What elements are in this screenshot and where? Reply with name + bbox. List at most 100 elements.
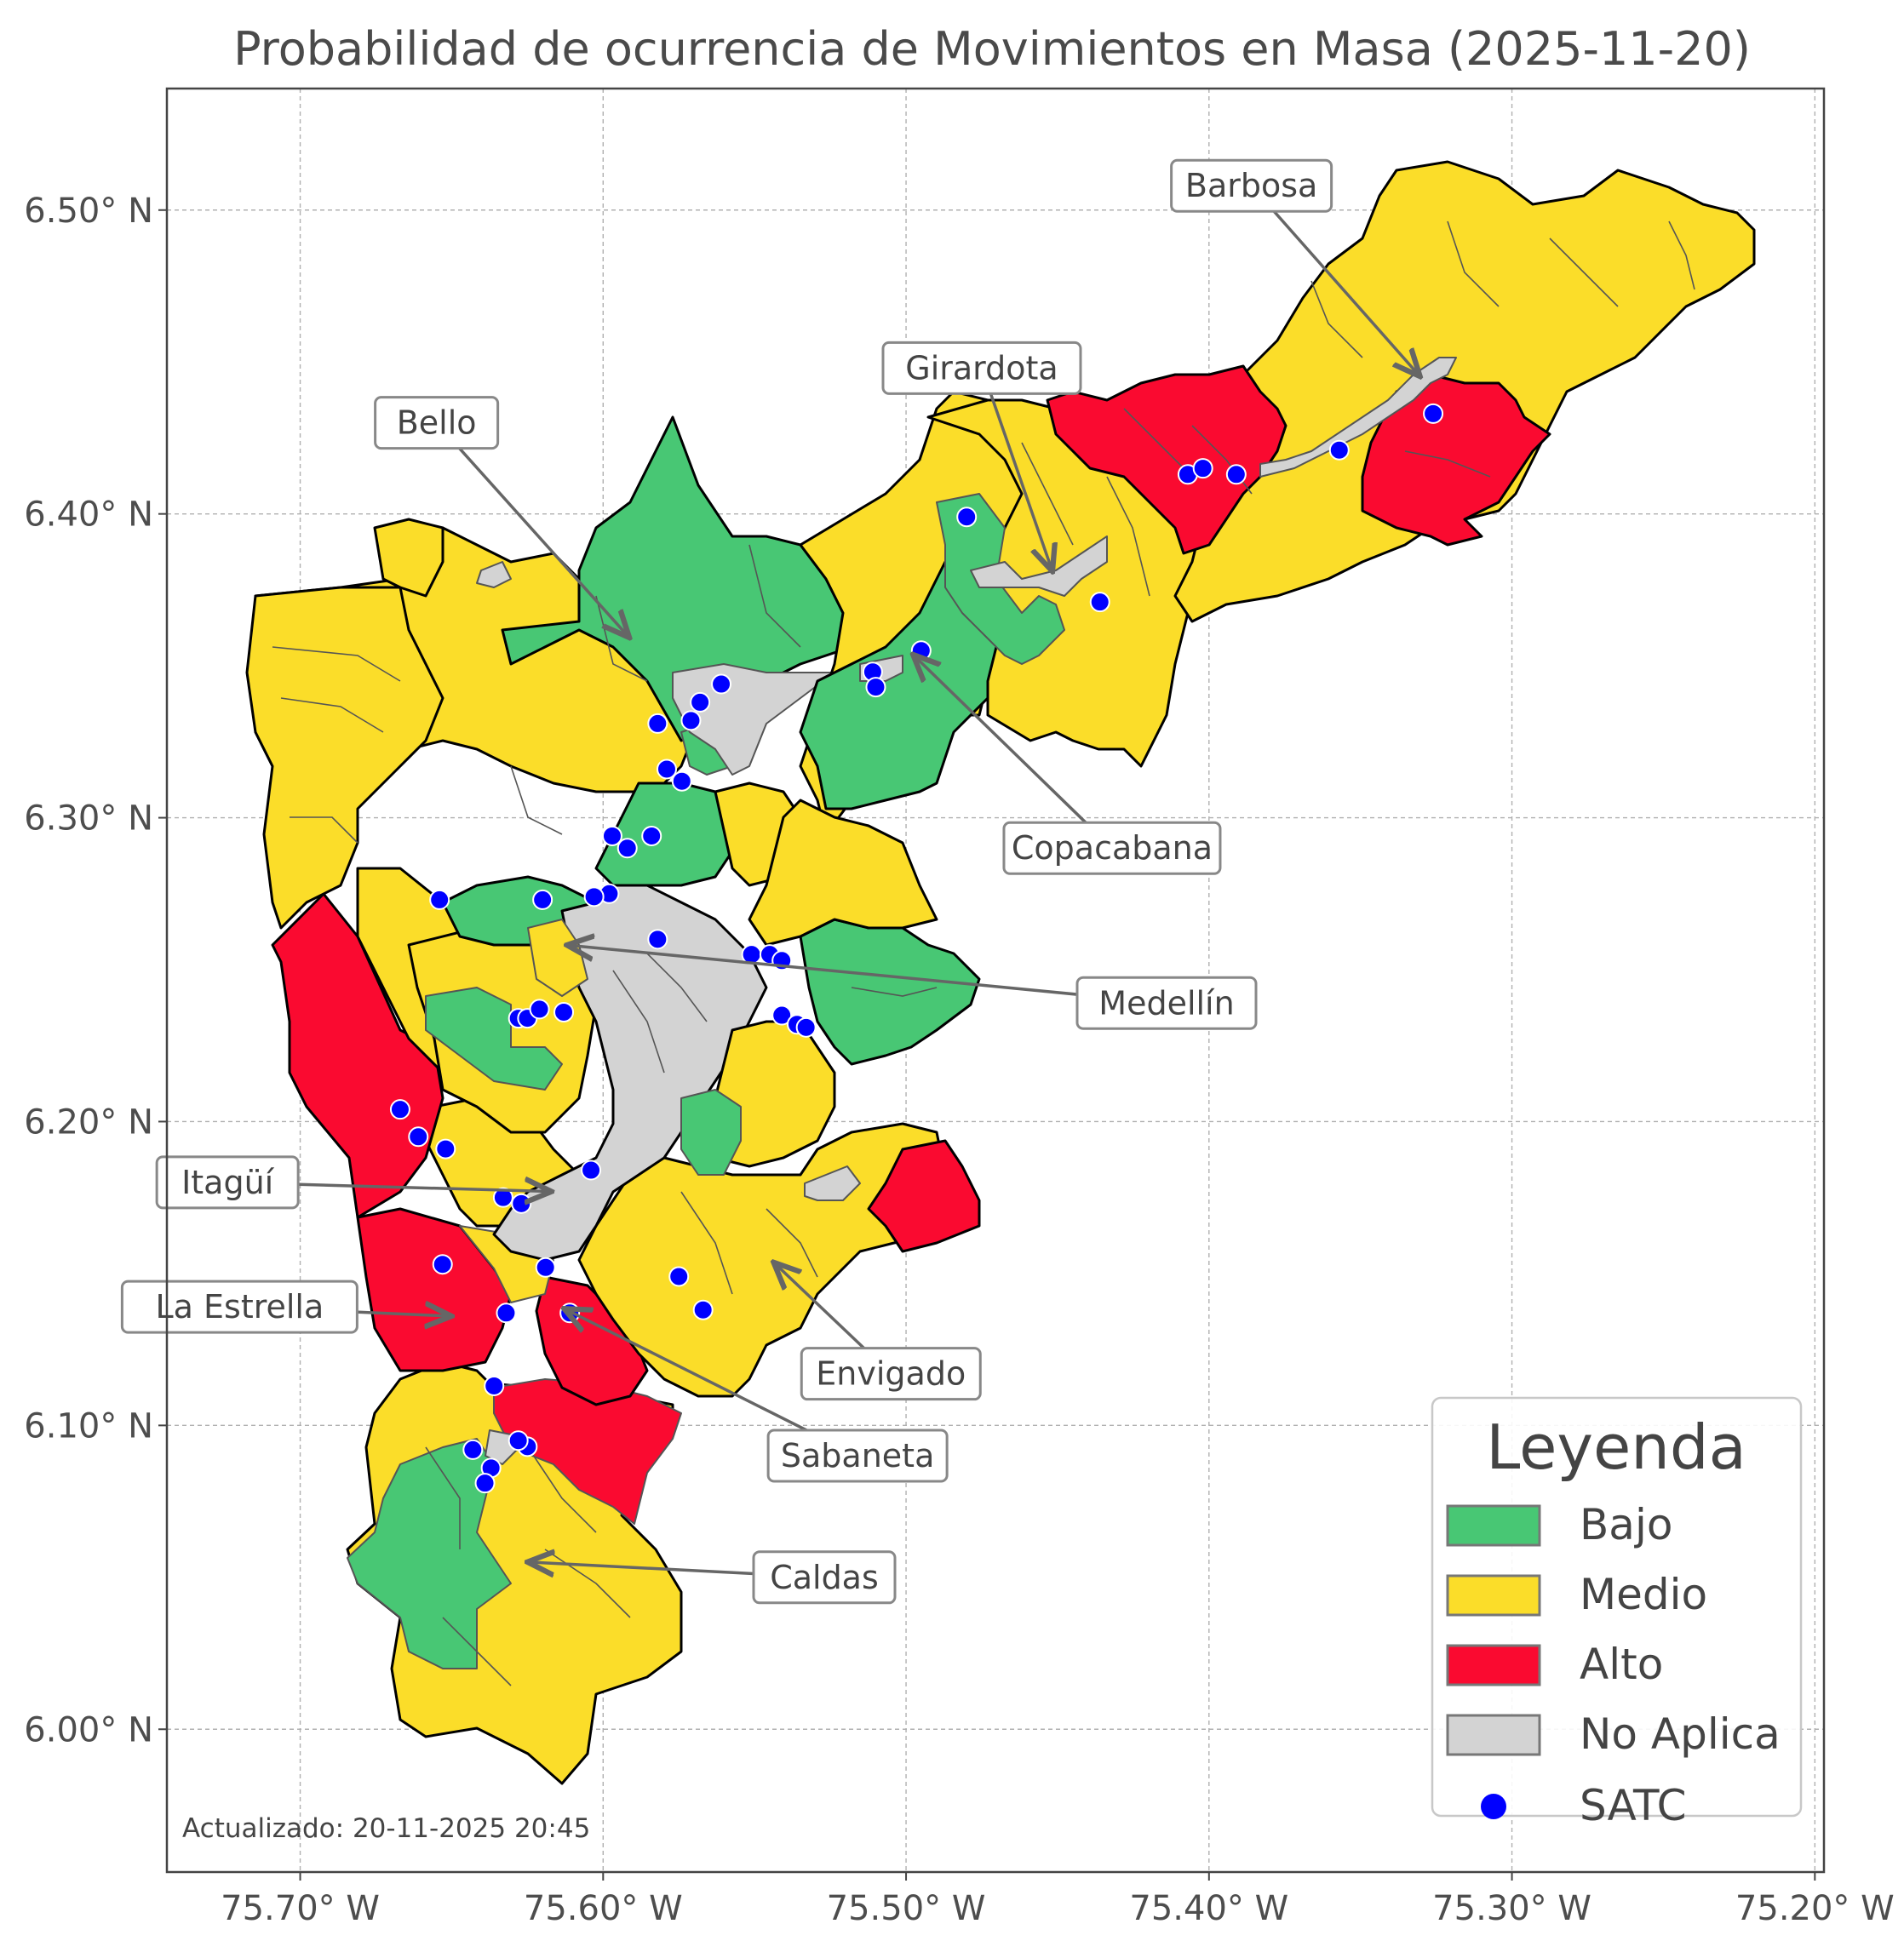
- annotation-arrow: [435, 421, 628, 636]
- legend-label-no_aplica: No Aplica: [1580, 1709, 1781, 1759]
- satc-station-marker[interactable]: [617, 838, 638, 859]
- satc-station-marker[interactable]: [389, 1099, 410, 1120]
- satc-station-marker[interactable]: [690, 691, 711, 713]
- legend-swatch-bajo: [1446, 1504, 1541, 1547]
- x-tick-label: 75.70° W: [221, 1889, 380, 1928]
- satc-station-marker[interactable]: [795, 1016, 817, 1038]
- satc-station-marker[interactable]: [680, 710, 702, 731]
- satc-station-marker[interactable]: [435, 1138, 456, 1159]
- satc-station-marker[interactable]: [956, 507, 978, 528]
- satc-station-marker[interactable]: [462, 1439, 484, 1460]
- region-barbosa-alto-west: [1046, 364, 1287, 555]
- satc-station-marker[interactable]: [492, 1187, 513, 1208]
- plot-frame: [165, 87, 1826, 1874]
- y-tick-label: 6.10° N: [24, 1406, 153, 1446]
- satc-station-marker[interactable]: [429, 889, 450, 910]
- annotation-label: Medellín: [1098, 984, 1234, 1022]
- satc-station-marker[interactable]: [535, 1257, 556, 1278]
- region-laestrella-alto: [356, 1207, 513, 1372]
- y-tick-label: 6.00° N: [24, 1710, 153, 1749]
- annotation-box: [800, 1347, 982, 1401]
- satc-station-marker[interactable]: [508, 1430, 529, 1451]
- legend-swatch-no_aplica: [1446, 1714, 1541, 1756]
- annotation-box: [1075, 976, 1258, 1030]
- region-medellin-urban-north-bajo: [594, 782, 734, 887]
- annotation-bello: Bello: [374, 396, 628, 636]
- annotation-box: [374, 396, 500, 450]
- satc-station-marker[interactable]: [671, 770, 692, 792]
- region-medellin-west2-bajo: [425, 987, 563, 1091]
- satc-station-marker[interactable]: [511, 1193, 532, 1214]
- annotation-envigado: Envigado: [776, 1264, 982, 1401]
- region-medellin-urban-noaplica: [492, 884, 768, 1262]
- region-bello-west-medio: [373, 518, 444, 598]
- x-tick-label: 75.50° W: [827, 1889, 986, 1928]
- legend-box: [1431, 1396, 1803, 1818]
- satc-station-marker[interactable]: [1192, 458, 1213, 479]
- satc-station-marker[interactable]: [432, 1254, 453, 1275]
- satc-station-marker[interactable]: [657, 759, 678, 780]
- legend-label-satc: SATC: [1580, 1781, 1687, 1830]
- x-tick-label: 75.40° W: [1129, 1889, 1288, 1928]
- satc-station-marker[interactable]: [583, 886, 605, 908]
- annotation-label: Barbosa: [1185, 167, 1317, 204]
- satc-station-marker[interactable]: [647, 929, 668, 950]
- satc-station-marker[interactable]: [553, 1001, 575, 1022]
- annotation-label: La Estrella: [155, 1288, 324, 1325]
- satc-station-marker[interactable]: [910, 640, 932, 661]
- annotation-sabaneta: Sabaneta: [567, 1310, 949, 1483]
- annotation-label: Bello: [397, 404, 477, 442]
- annotation-copacabana: Copacabana: [915, 656, 1222, 875]
- annotation-arrow: [570, 945, 1167, 1005]
- y-tick-label: 6.20° N: [24, 1102, 153, 1142]
- satc-station-marker[interactable]: [771, 1005, 793, 1026]
- legend: Leyenda Bajo Medio Alto No Aplica SATC: [1431, 1396, 1803, 1830]
- annotation-laestrella: La Estrella: [120, 1280, 448, 1334]
- annotation-box: [1002, 821, 1222, 875]
- axis-ticks: 75.70° W 75.60° W 75.50° W 75.40° W 75.30° W…: [24, 192, 1894, 1928]
- annotation-box: [766, 1429, 949, 1483]
- y-tick-label: 6.50° N: [24, 192, 153, 231]
- satc-station-marker[interactable]: [1225, 464, 1247, 485]
- satc-station-marker[interactable]: [474, 1473, 496, 1494]
- legend-label-bajo: Bajo: [1580, 1500, 1672, 1549]
- y-tick-label: 6.30° N: [24, 799, 153, 839]
- region-girardota-bajo: [936, 493, 1065, 665]
- updated-timestamp: Actualizado: 20-11-2025 20:45: [182, 1813, 590, 1844]
- satc-station-marker[interactable]: [601, 825, 622, 846]
- annotation-label: Girardota: [905, 349, 1058, 386]
- annotation-arrow: [1250, 185, 1419, 374]
- annotation-itag: Itagüí: [155, 1155, 548, 1210]
- annotation-label: Envigado: [816, 1355, 966, 1393]
- region-bello-noaplica-2: [476, 561, 512, 588]
- annotation-label: Sabaneta: [781, 1437, 934, 1474]
- x-tick-label: 75.30° W: [1432, 1889, 1591, 1928]
- legend-label-medio: Medio: [1580, 1570, 1707, 1619]
- legend-swatch-medio: [1446, 1574, 1541, 1617]
- municipality-regions: [245, 160, 1756, 1785]
- satc-station-marker[interactable]: [496, 1303, 517, 1324]
- satc-station-marker[interactable]: [484, 1375, 505, 1396]
- satc-station-marker[interactable]: [532, 889, 553, 910]
- satc-station-marker[interactable]: [1328, 439, 1350, 461]
- satc-station-marker[interactable]: [647, 713, 668, 734]
- satc-station-marker[interactable]: [1423, 403, 1444, 424]
- satc-station-marker[interactable]: [692, 1299, 714, 1320]
- annotation-label: Caldas: [770, 1559, 879, 1596]
- annotation-girardota: Girardota: [881, 341, 1082, 569]
- annotation-box: [120, 1280, 358, 1334]
- satc-station-marker[interactable]: [641, 825, 662, 846]
- satc-station-marker[interactable]: [711, 673, 732, 695]
- satc-station-marker[interactable]: [668, 1266, 690, 1287]
- satc-station-marker[interactable]: [408, 1126, 429, 1148]
- satc-station-marker[interactable]: [529, 999, 550, 1020]
- map-title: Probabilidad de ocurrencia de Movimiento…: [233, 22, 1751, 76]
- annotation-label: Copacabana: [1012, 829, 1213, 867]
- annotation-box: [155, 1155, 300, 1210]
- satc-station-marker[interactable]: [865, 677, 886, 698]
- satc-station-marker[interactable]: [1089, 592, 1110, 613]
- x-tick-label: 75.20° W: [1735, 1889, 1895, 1928]
- satc-station-marker[interactable]: [581, 1159, 602, 1181]
